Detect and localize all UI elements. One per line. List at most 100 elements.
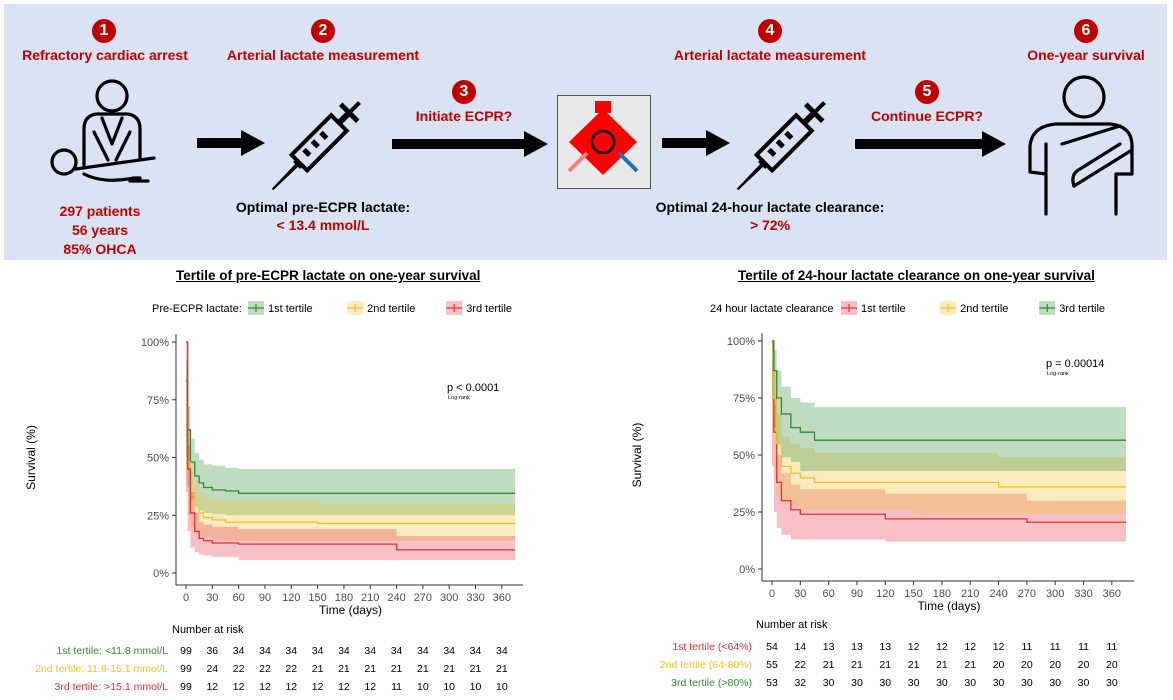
- risk-count: 20: [1078, 659, 1090, 671]
- risk-count: 22: [285, 663, 297, 675]
- x-axis-label: Time (days): [918, 599, 981, 613]
- x-tick-label: 300: [440, 592, 458, 604]
- lactate-clearance-value: > 72%: [749, 217, 791, 233]
- ecmo-device-icon: [557, 95, 651, 189]
- legend-item-2: 2nd tertile: [367, 303, 415, 315]
- pre-ecpr-lactate-value: < 13.4 mmol/L: [276, 217, 370, 233]
- risk-count: 12: [206, 681, 218, 693]
- risk-count: 34: [391, 645, 403, 657]
- x-tick-label: 60: [233, 592, 245, 604]
- p-value: p = 0.00014: [1046, 358, 1104, 370]
- x-tick-label: 0: [769, 588, 775, 600]
- x-tick-label: 120: [876, 588, 894, 600]
- risk-table-title: Number at risk: [172, 624, 244, 636]
- risk-count: 10: [470, 681, 482, 693]
- risk-count: 21: [851, 659, 863, 671]
- risk-count: 10: [417, 681, 429, 693]
- risk-count: 30: [1021, 677, 1033, 689]
- arrow-1: [197, 130, 265, 156]
- risk-count: 54: [766, 641, 778, 653]
- x-tick-label: 270: [414, 592, 432, 604]
- chart-2-title: Tertile of 24-hour lactate clearance on …: [738, 268, 1095, 283]
- step-2-badge: 2: [311, 19, 335, 43]
- ci-band-series-2: [186, 376, 515, 541]
- lactate-clearance-note: Optimal 24-hour lactate clearance:: [655, 199, 885, 215]
- risk-count: 21: [496, 663, 508, 675]
- syringe-icon: [271, 101, 361, 191]
- risk-count: 30: [964, 677, 976, 689]
- y-tick-label: 100%: [727, 336, 755, 348]
- x-tick-label: 300: [1046, 588, 1064, 600]
- ci-band-series-1: [186, 360, 515, 516]
- risk-count: 10: [496, 681, 508, 693]
- chart-1: Pre-ECPR lactate: 1st tertile 2nd tertile 3…: [24, 301, 523, 693]
- y-axis-label: Survival (%): [630, 423, 644, 488]
- ohca-rate: 85% OHCA: [63, 241, 137, 257]
- risk-count: 20: [1106, 659, 1118, 671]
- x-axis-label: Time (days): [319, 603, 382, 617]
- ci-band-series-2: [772, 341, 1126, 515]
- risk-count: 21: [338, 663, 350, 675]
- risk-count: 32: [794, 677, 806, 689]
- x-tick-label: 30: [206, 592, 218, 604]
- risk-row-label-2: 2nd tertile (64-80%): [660, 659, 752, 671]
- risk-row-label-1: 1st tertile (<64%): [672, 641, 752, 653]
- chart-2: 24 hour lactate clearance 1st tertile 2nd …: [630, 301, 1134, 689]
- risk-row-label-2: 2nd tertile: 11.8-15.1 mmol/L: [35, 663, 168, 675]
- arrow-3: [662, 130, 730, 156]
- y-axis-label: Survival (%): [24, 425, 38, 490]
- risk-count: 11: [1050, 641, 1061, 653]
- y-tick-label: 100%: [141, 337, 169, 349]
- risk-count: 22: [794, 659, 806, 671]
- x-tick-label: 180: [933, 588, 951, 600]
- risk-count: 21: [470, 663, 482, 675]
- chart-2-legend: 24 hour lactate clearance 1st tertile 2nd …: [710, 301, 1105, 315]
- step-3-badge: 3: [452, 80, 476, 104]
- risk-count: 30: [1049, 677, 1061, 689]
- arrow-2: [392, 131, 548, 157]
- ci-band-series-1: [772, 341, 1126, 542]
- step-5-title: Continue ECPR?: [871, 108, 983, 124]
- x-tick-label: 150: [904, 588, 922, 600]
- legend-item-1: 1st tertile: [268, 303, 313, 315]
- risk-count: 34: [470, 645, 482, 657]
- p-value-test: Log-rank: [1047, 371, 1069, 377]
- legend-title: 24 hour lactate clearance: [710, 303, 834, 315]
- x-tick-label: 240: [387, 592, 405, 604]
- step-4-badge: 4: [758, 19, 782, 43]
- step-6-title: One-year survival: [1027, 47, 1145, 63]
- risk-count: 21: [364, 663, 376, 675]
- risk-count: 13: [879, 641, 891, 653]
- x-tick-label: 0: [183, 592, 189, 604]
- x-tick-label: 180: [335, 592, 353, 604]
- risk-count: 12: [964, 641, 976, 653]
- y-tick-label: 25%: [147, 510, 169, 522]
- patients-count: 297 patients: [59, 203, 141, 219]
- patient-sling-icon: [1028, 75, 1134, 216]
- risk-count: 21: [879, 659, 891, 671]
- y-tick-label: 25%: [733, 507, 755, 519]
- risk-count: 21: [964, 659, 976, 671]
- risk-count: 10: [443, 681, 455, 693]
- x-tick-label: 150: [308, 592, 326, 604]
- y-tick-label: 0%: [739, 564, 755, 576]
- x-tick-label: 30: [794, 588, 806, 600]
- risk-count: 12: [338, 681, 350, 693]
- risk-count: 34: [338, 645, 350, 657]
- risk-count: 11: [1106, 641, 1117, 653]
- x-tick-label: 330: [466, 592, 484, 604]
- risk-count: 13: [823, 641, 835, 653]
- step-5-badge: 5: [915, 80, 939, 104]
- step-1-badge: 1: [92, 19, 116, 43]
- legend-item-2: 2nd tertile: [960, 303, 1008, 315]
- risk-table-title: Number at risk: [756, 619, 828, 631]
- risk-count: 21: [823, 659, 835, 671]
- step-6-badge: 6: [1074, 19, 1098, 43]
- risk-count: 21: [391, 663, 403, 675]
- risk-count: 36: [206, 645, 218, 657]
- risk-count: 34: [285, 645, 297, 657]
- legend-title: Pre-ECPR lactate:: [152, 303, 242, 315]
- risk-count: 53: [766, 677, 778, 689]
- legend-item-3: 3rd tertile: [466, 303, 512, 315]
- survival-line-series-3: [186, 341, 515, 551]
